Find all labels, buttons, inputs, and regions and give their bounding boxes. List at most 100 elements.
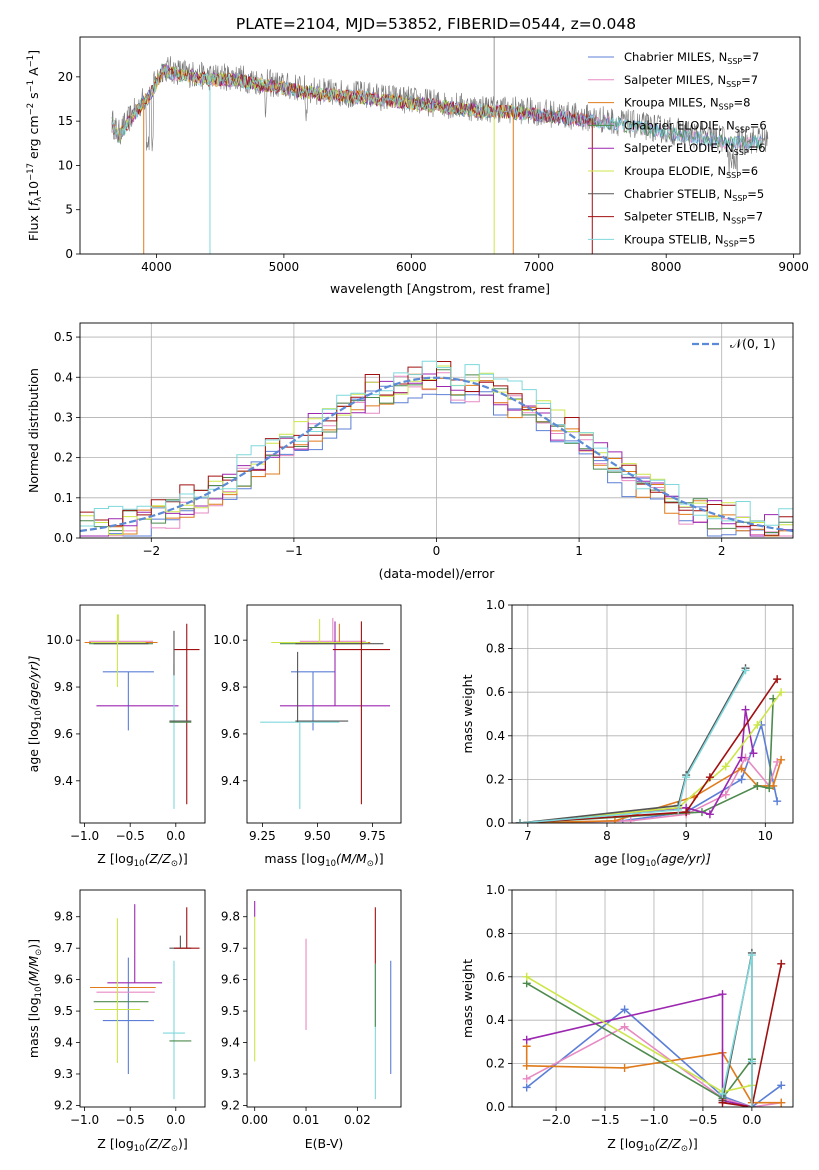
spectrum-ylabel-prefix: Flux [ (26, 206, 41, 241)
weight_vs_age-ytick-label-4: 0.8 (486, 642, 505, 656)
spectrum-legend-label-1: Salpeter MILES, NSSP=7 (624, 73, 758, 89)
residuals-ylabel: Normed distribution (26, 368, 41, 493)
weight_vs_Z-xlabel-mid: (Z/Z (655, 1136, 682, 1151)
age_vs_mass-xlabel-prefix: mass [log (264, 851, 325, 866)
age_vs_mass-xlabel-close: )] (374, 851, 384, 866)
age_vs_Z-frame (79, 604, 206, 824)
spectrum-legend-sub-1: SSP (726, 80, 741, 89)
spectrum-legend-name-1: Salpeter MILES, N (624, 73, 726, 87)
weight_vs_Z-marker-kroupa_miles-1 (522, 1061, 531, 1070)
weight_vs_Z-xlabel-sub2: ⊙ (681, 1144, 688, 1154)
spectrum-legend-name-6: Chabrier STELIB, N (624, 187, 732, 201)
weight_vs_Z-xlabel-prefix: Z [log (607, 1136, 643, 1151)
weight_vs_age-marker-kroupa_elodie-2 (721, 762, 730, 771)
residuals-xtick-label-2: 0 (433, 544, 441, 558)
age_vs_mass-axes: 9.25 9.50 9.75 9.4 9.6 9.8 10.0 (213, 633, 385, 843)
mass_vs_ebv-ytick-label-6: 9.8 (221, 910, 240, 924)
spectrum-legend-suffix-5: =6 (741, 164, 758, 178)
mass_vs_Z-xlabel-sub: 10 (134, 1144, 145, 1154)
weight_vs_Z-xlabel-sub: 10 (644, 1144, 655, 1154)
plot-layer: 4000 5000 6000 7000 8000 900005101520waveleng… (26, 36, 809, 1154)
weight_vs_Z-marker-salpeter_stelib-2 (777, 959, 786, 968)
weight_vs_age-xtick-label-1: 8 (603, 829, 611, 843)
mass_vs_Z-ytick-label-1: 9.3 (54, 1067, 73, 1081)
age_vs_Z-xlabel-close: )] (178, 851, 188, 866)
age_vs_Z-ytick-label-0: 9.4 (54, 774, 73, 788)
weight_vs_age-ytick-label-3: 0.6 (486, 685, 505, 699)
spectrum-axes: 4000 5000 6000 7000 8000 9000 0 5 10 15 20 (58, 70, 809, 274)
age_vs_mass-xlabel: mass [log10(M/M⊙)] (264, 851, 383, 869)
mass_vs_ebv-xtick-label-2: 0.02 (344, 1113, 371, 1127)
weight_vs_Z-xtick-label-2: −1.0 (639, 1113, 668, 1127)
spectrum-legend-name-7: Salpeter STELIB, N (624, 210, 731, 224)
spectrum-ylabel-rest2: s (26, 92, 41, 103)
mass_vs_ebv-points (254, 901, 392, 1100)
weight_vs_age-marker-kroupa_miles-3 (737, 764, 746, 773)
weight_vs_age-marker-kroupa_stelib-2 (682, 773, 691, 782)
spectrum-xtick-label-4: 8000 (651, 260, 682, 274)
weight_vs_Z-marker-chabrier_miles-0 (522, 1083, 531, 1092)
age_vs_Z-ytick-label-1: 9.6 (54, 727, 73, 741)
weight_vs_age-marker-kroupa_miles-6 (777, 755, 786, 764)
weight_vs_age-line-chabrier_stelib (519, 667, 747, 823)
spectrum-legend-label-4: Salpeter ELODIE, NSSP=6 (624, 141, 766, 157)
spectrum-legend-suffix-7: =7 (746, 210, 763, 224)
age_vs_Z-xtick-label-2: 0.0 (166, 829, 185, 843)
residuals-ytick-label-1: 0.1 (54, 491, 73, 505)
spectrum-legend-suffix-2: =8 (734, 96, 751, 110)
weight_vs_age-marker-chabrier_elodie-3 (765, 784, 774, 793)
mass_vs_ebv-frame (246, 889, 402, 1108)
weight_vs_age-marker-salpeter_elodie-5 (749, 749, 758, 758)
weight_vs_age-marker-kroupa_stelib-3 (741, 666, 750, 675)
weight_vs_age-xtick-label-3: 10 (758, 829, 773, 843)
weight_vs_Z-ytick-label-4: 0.8 (486, 926, 505, 940)
spectrum-ylabel-close: ] (26, 50, 41, 55)
residuals-xtick-label-4: 2 (718, 544, 726, 558)
age_vs_Z-axes: −1.0 −0.5 0.0 9.4 9.6 9.8 10.0 (46, 633, 185, 843)
spectrum-legend-sub-4: SSP (734, 148, 749, 157)
spectrum-legend-sub-6: SSP (732, 194, 747, 203)
spectrum-ytick-label-2: 10 (58, 158, 73, 172)
weight_vs_age-marker-chabrier_elodie-2 (753, 781, 762, 790)
spectrum-ylabel-exp2: −2 (26, 103, 36, 116)
age_vs_mass-xlabel-sub2: ⊙ (367, 859, 374, 869)
mass_vs_Z-xlabel: Z [log10(Z/Z⊙)] (97, 1136, 187, 1154)
weight_vs_Z-line-kroupa_elodie (526, 976, 753, 1107)
spectrum-ylabel-mid: 10 (26, 181, 41, 197)
weight_vs_age-line-chabrier_elodie (519, 698, 774, 823)
residuals-ytick-label-2: 0.2 (54, 451, 73, 465)
spectrum-legend-label-3: Chabrier ELODIE, NSSP=6 (624, 118, 767, 134)
weight_vs_Z-marker-salpeter_stelib-0 (718, 1098, 727, 1107)
weight_vs_age-marker-salpeter_stelib-1 (682, 808, 691, 817)
age_vs_mass-ytick-label-0: 9.4 (221, 774, 240, 788)
weight_vs_age-marker-kroupa_miles-1 (610, 816, 619, 823)
weight_vs_Z-xtick-label-4: 0.0 (742, 1113, 761, 1127)
weight_vs_age-xlabel-sub: 10 (645, 859, 656, 869)
mass_vs_Z-xlabel-close: )] (178, 1136, 188, 1151)
weight_vs_age-series (515, 664, 786, 823)
weight_vs_age-xlabel-close: (age/yr)] (656, 851, 711, 866)
weight_vs_Z-marker-salpeter_miles-1 (620, 1022, 629, 1031)
weight_vs_age-xtick-label-0: 7 (524, 829, 532, 843)
weight_vs_Z-marker-chabrier_miles-4 (777, 1081, 786, 1090)
weight_vs_age-marker-kroupa_elodie-4 (777, 688, 786, 697)
residuals-hist-salpeter_stelib (80, 361, 793, 536)
spectrum-ylabel-exp4: −1 (26, 55, 36, 68)
weight_vs_Z-marker-kroupa_miles-5 (777, 1098, 786, 1107)
weight_vs_Z-ylabel: mass weight (460, 959, 475, 1038)
spectrum-xtick-label-2: 6000 (396, 260, 427, 274)
age_vs_Z-points (84, 614, 200, 809)
weight_vs_age-marker-salpeter_stelib-3 (773, 675, 782, 684)
weight_vs_Z-xtick-label-3: −0.5 (688, 1113, 717, 1127)
weight_vs_age-marker-kroupa_elodie-3 (753, 720, 762, 729)
spectrum-ylabel-exp: −17 (26, 163, 36, 181)
weight_vs_Z-marker-kroupa_miles-2 (620, 1063, 629, 1072)
weight_vs_age-marker-kroupa_stelib-1 (674, 805, 683, 814)
mass_vs_ebv-axes: 0.00 0.01 0.02 9.2 9.3 9.4 9.5 9.6 9.7 9.8 (221, 910, 371, 1127)
mass_vs_Z-axes: −1.0 −0.5 0.0 9.2 9.3 9.4 9.5 9.6 9.7 9.8 (54, 910, 185, 1127)
age_vs_mass-ytick-label-2: 9.8 (221, 680, 240, 694)
residuals-xtick-label-1: −1 (285, 544, 303, 558)
spectrum-legend-suffix-3: =6 (750, 118, 767, 132)
mass_vs_Z-ytick-label-5: 9.7 (54, 941, 73, 955)
weight_vs_age-line-salpeter_elodie (519, 709, 755, 823)
